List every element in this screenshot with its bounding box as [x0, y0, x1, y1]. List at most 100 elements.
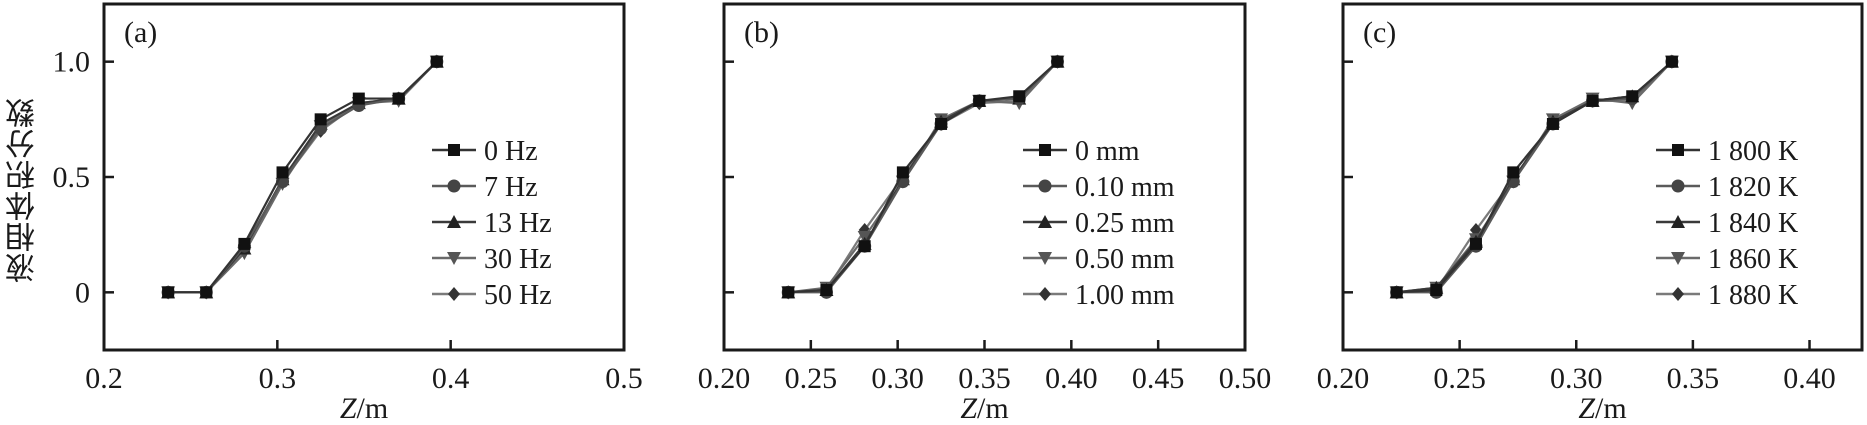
x-axis-label-unit: /m: [1595, 392, 1627, 425]
series-line: [1396, 60, 1673, 294]
x-axis-label-variable: Z: [960, 392, 977, 425]
legend-marker: [1671, 215, 1685, 228]
series-2: [161, 54, 444, 299]
x-tick-label: 0.35: [958, 362, 1011, 395]
series-3: [161, 55, 444, 300]
series-line: [788, 60, 1059, 294]
x-tick-label: 0.20: [698, 362, 751, 395]
data-point: [1051, 55, 1064, 68]
x-tick-label: 0.50: [1219, 362, 1272, 395]
legend-marker: [447, 215, 461, 228]
legend-label: 1 800 K: [1708, 136, 1798, 167]
x-axis-label: Z/m: [1578, 392, 1626, 425]
data-point: [276, 166, 289, 179]
data-point: [1013, 90, 1026, 103]
legend-label: 1.00 mm: [1075, 280, 1175, 311]
data-point: [162, 286, 175, 299]
x-tick-label: 0.4: [432, 362, 470, 395]
data-point: [200, 286, 213, 299]
data-point: [782, 286, 795, 299]
legend-marker: [1039, 144, 1051, 156]
data-point: [1586, 94, 1599, 107]
panel-label: (c): [1363, 16, 1396, 49]
legend-marker: [447, 252, 461, 265]
legend-marker: [1671, 252, 1685, 265]
legend-marker: [1038, 179, 1052, 193]
legend-label: 0.10 mm: [1075, 172, 1175, 203]
data-point: [352, 92, 365, 105]
x-tick-label: 0.25: [1433, 362, 1486, 395]
x-tick-label: 0.35: [1667, 362, 1720, 395]
x-axis-label: Z/m: [340, 392, 388, 425]
legend-marker: [1038, 252, 1052, 265]
x-tick-label: 0.45: [1132, 362, 1185, 395]
legend-marker: [1671, 179, 1685, 193]
legend-marker: [447, 179, 461, 193]
legend-marker: [1672, 144, 1684, 156]
legend-marker: [1038, 215, 1052, 228]
legend: 0 Hz 7 Hz 13 Hz 30 Hz 50 Hz: [432, 136, 552, 311]
x-tick-label: 0.40: [1045, 362, 1098, 395]
data-point: [1665, 55, 1678, 68]
series-line: [168, 60, 438, 294]
y-tick-label: 1.0: [53, 46, 91, 79]
legend-label: 30 Hz: [484, 244, 552, 275]
data-point: [1390, 286, 1403, 299]
chart-panel-c: 0.20 0.25 0.30 0.35 0.40 Z/m (c) 1 800 K 1 820 K…: [1317, 2, 1864, 425]
legend-marker: [1672, 287, 1684, 301]
legend-marker: [1039, 287, 1051, 301]
data-point: [1430, 284, 1443, 297]
data-point: [314, 113, 327, 126]
x-axis-label-unit: /m: [357, 392, 389, 425]
legend-label: 0 Hz: [484, 136, 538, 167]
data-point: [1626, 90, 1639, 103]
data-point: [430, 55, 443, 68]
y-tick-label: 0: [75, 276, 90, 309]
legend-label: 0.25 mm: [1075, 208, 1175, 239]
legend-label: 1 840 K: [1708, 208, 1798, 239]
legend: 0 mm 0.10 mm 0.25 mm 0.50 mm 1.00 mm: [1023, 136, 1175, 311]
data-point: [973, 94, 986, 107]
x-tick-label: 0.5: [605, 362, 643, 395]
x-tick-label: 0.2: [85, 362, 123, 395]
series-0: [162, 55, 443, 299]
x-axis-label: Z/m: [960, 392, 1008, 425]
x-tick-label: 0.25: [785, 362, 838, 395]
chart-panel-b: 0.20 0.25 0.30 0.35 0.40 0.45 0.50 Z/m (b) 0 mm 0.…: [698, 2, 1272, 425]
x-axis-label-variable: Z: [1578, 392, 1595, 425]
data-point: [1546, 117, 1559, 130]
x-axis-label-unit: /m: [977, 392, 1009, 425]
panel-label: (a): [124, 16, 157, 49]
legend-label: 13 Hz: [484, 208, 552, 239]
data-point: [935, 117, 948, 130]
data-point: [858, 240, 871, 253]
legend-label: 1 880 K: [1708, 280, 1798, 311]
data-point: [1469, 237, 1482, 250]
series-line: [788, 60, 1059, 294]
legend-marker: [448, 287, 460, 301]
data-point: [392, 92, 405, 105]
data-point: [238, 237, 251, 250]
y-tick-label: 0.5: [53, 161, 91, 194]
series-0: [1390, 55, 1678, 299]
x-tick-label: 0.20: [1317, 362, 1370, 395]
legend-marker: [448, 144, 460, 156]
legend: 1 800 K 1 820 K 1 840 K 1 860 K 1 880 K: [1656, 136, 1798, 311]
x-tick-label: 0.3: [259, 362, 297, 395]
legend-label: 50 Hz: [484, 280, 552, 311]
x-tick-label: 0.30: [1550, 362, 1603, 395]
data-point: [1507, 166, 1520, 179]
series-1: [161, 55, 444, 299]
panel-label: (b): [744, 16, 779, 49]
data-point: [820, 284, 833, 297]
series-4: [162, 54, 443, 300]
legend-label: 1 860 K: [1708, 244, 1798, 275]
legend-label: 0.50 mm: [1075, 244, 1175, 275]
legend-label: 1 820 K: [1708, 172, 1798, 203]
x-tick-label: 0.40: [1783, 362, 1836, 395]
x-axis-label-variable: Z: [340, 392, 357, 425]
series-line: [1396, 60, 1673, 294]
series-0: [782, 55, 1064, 299]
legend-label: 0 mm: [1075, 136, 1140, 167]
